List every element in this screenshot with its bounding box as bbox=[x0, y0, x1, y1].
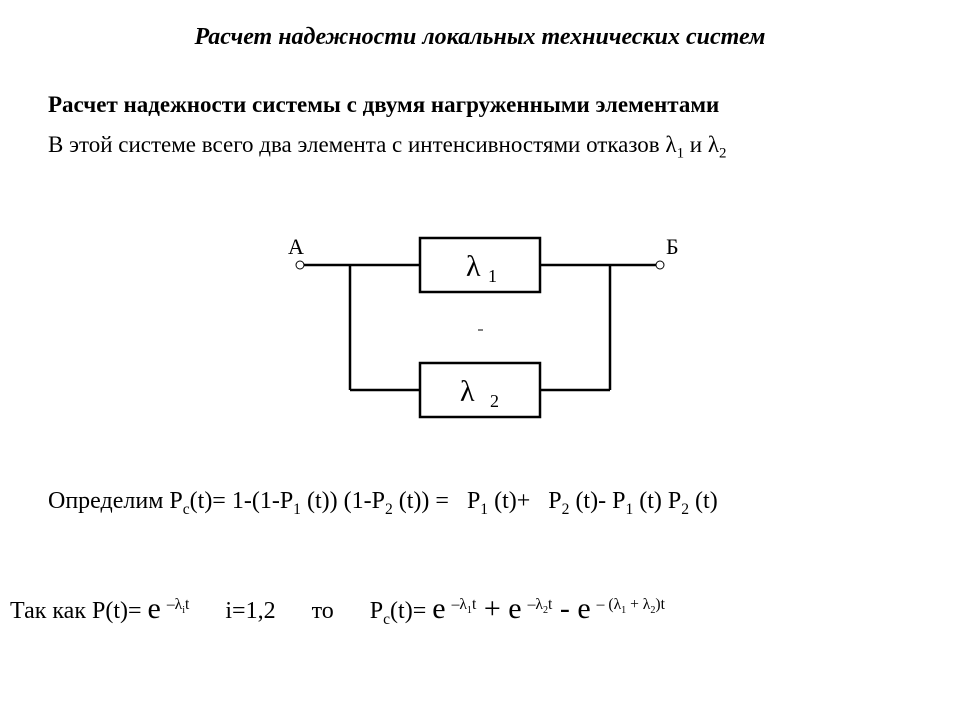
para1-text-b: и λ bbox=[684, 132, 719, 157]
f1-seg-p2: P bbox=[548, 488, 561, 514]
node-a-circle bbox=[296, 261, 304, 269]
para1-text-a: В этой системе всего два элемента с инте… bbox=[48, 132, 677, 157]
f1-sub-1a: 1 bbox=[293, 501, 301, 518]
box-lambda2 bbox=[420, 363, 540, 417]
f2-plus1: + bbox=[476, 592, 508, 625]
f1-seg-a: Определим P bbox=[48, 488, 183, 514]
para1-sub1: 1 bbox=[677, 146, 684, 162]
f2-seg-e: (t)= bbox=[390, 598, 432, 624]
section-subtitle: Расчет надежности системы с двумя нагруж… bbox=[48, 92, 719, 118]
formula-exponential: Так как P(t)= е –λit i=1,2 то Pс(t)= е –λ1t +… bbox=[10, 592, 665, 629]
f2-e3: е bbox=[508, 592, 521, 625]
f2-seg-a: Так как P(t)= bbox=[10, 598, 148, 624]
f2-exp-i: –λit bbox=[167, 596, 190, 613]
page-title: Расчет надежности локальных технических … bbox=[0, 24, 960, 51]
f2-sub-c: с bbox=[383, 611, 390, 628]
f1-seg-h: (t)- P bbox=[569, 488, 625, 514]
f2-e4: е bbox=[577, 592, 590, 625]
f1-sub-2c: 2 bbox=[681, 501, 689, 518]
f2-seg-b: i=1,2 bbox=[225, 598, 275, 624]
f2-exp-sum: – (λ1 + λ2)t bbox=[597, 596, 665, 613]
f1-sub-2a: 2 bbox=[385, 501, 393, 518]
f1-seg-p1: P bbox=[467, 488, 480, 514]
box-lambda1-symbol: λ bbox=[466, 250, 481, 283]
f2-minus: - bbox=[552, 592, 577, 625]
f2-exp-2: –λ2t bbox=[528, 596, 553, 613]
f2-e2: е bbox=[432, 592, 445, 625]
circuit-diagram: А Б λ 1 λ 2 bbox=[280, 220, 680, 440]
f2-seg-d: P bbox=[370, 598, 383, 624]
node-a-label: А bbox=[288, 234, 304, 259]
f1-seg-b: (t)= 1-(1-P bbox=[190, 488, 294, 514]
f2-seg-c: то bbox=[312, 598, 334, 624]
f2-e1: е bbox=[148, 592, 161, 625]
box-lambda2-symbol: λ bbox=[460, 375, 475, 408]
f1-seg-i: (t) P bbox=[633, 488, 681, 514]
box-lambda2-sub: 2 bbox=[490, 391, 499, 411]
f1-seg-j: (t) bbox=[689, 488, 718, 514]
f1-seg-e: (t)) = bbox=[393, 488, 449, 514]
f2-exp-1: –λ1t bbox=[452, 596, 477, 613]
intro-paragraph: В этой системе всего два элемента с инте… bbox=[48, 132, 726, 163]
node-b-circle bbox=[656, 261, 664, 269]
formula-pc-definition: Определим Pс(t)= 1-(1-P1 (t)) (1-P2 (t))… bbox=[48, 488, 718, 519]
f1-seg-d: (t)) (1-P bbox=[301, 488, 385, 514]
para1-sub2: 2 bbox=[719, 146, 726, 162]
f1-seg-g: (t)+ bbox=[488, 488, 530, 514]
box-lambda1-sub: 1 bbox=[488, 266, 497, 286]
f1-sub-1b: 1 bbox=[480, 501, 488, 518]
f1-sub-c1: с bbox=[183, 501, 190, 518]
node-b-label: Б bbox=[666, 234, 679, 259]
